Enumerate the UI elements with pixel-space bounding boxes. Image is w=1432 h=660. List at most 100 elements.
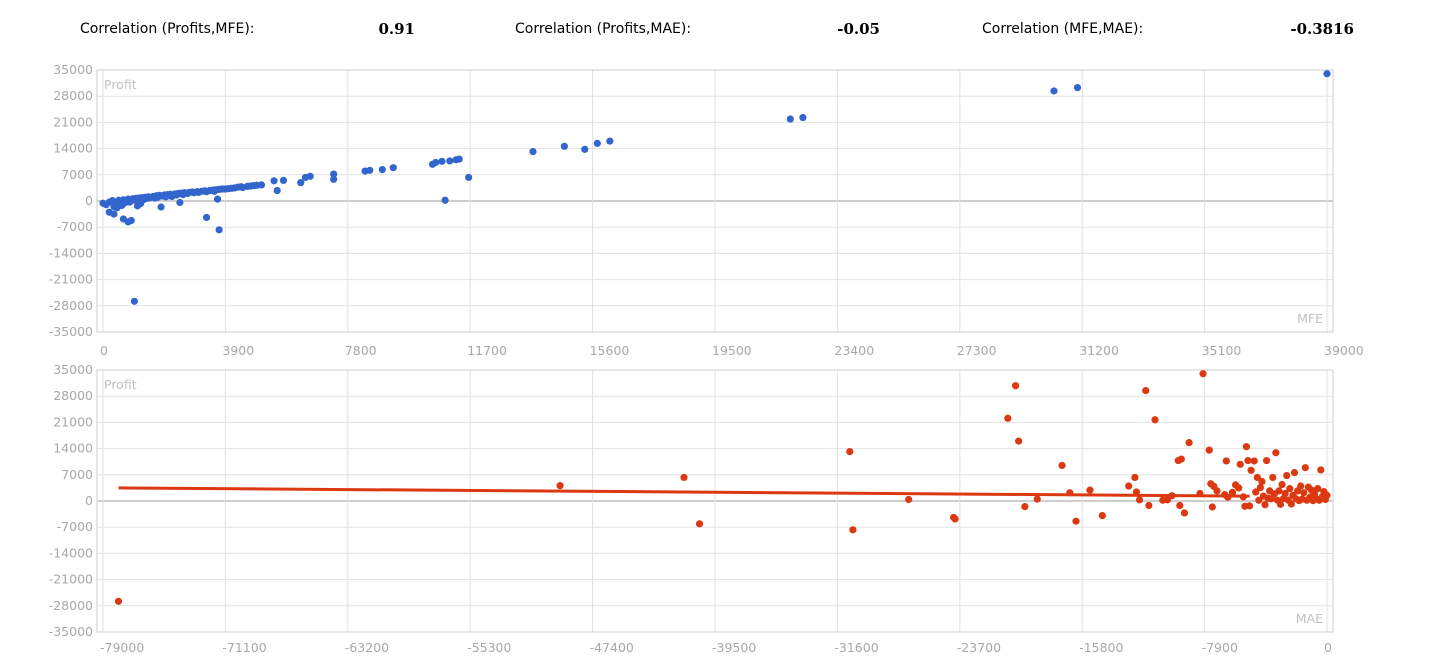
data-point (1058, 461, 1066, 470)
data-point (1073, 83, 1082, 92)
data-point (1180, 509, 1189, 517)
data-point (905, 495, 913, 504)
data-point (1086, 486, 1094, 494)
data-point (432, 158, 440, 167)
data-point (1290, 468, 1299, 477)
y-tick-label: 35000 (53, 62, 93, 77)
data-point (1132, 488, 1141, 496)
y-tick-label: -28000 (49, 298, 93, 313)
data-point (114, 597, 123, 605)
data-point (1275, 487, 1283, 495)
data-point (297, 179, 305, 187)
data-point (1145, 501, 1153, 510)
data-point (1004, 414, 1012, 422)
data-point (1125, 482, 1133, 490)
data-point (1196, 489, 1204, 498)
data-point (1168, 492, 1176, 500)
data-point (1222, 457, 1230, 465)
data-point (1252, 488, 1260, 496)
data-point (1269, 473, 1277, 482)
data-point (130, 297, 138, 305)
data-point (257, 181, 266, 189)
y-tick-label: -35000 (49, 324, 93, 339)
data-point (1283, 471, 1291, 480)
data-point (1300, 489, 1308, 497)
y-tick-label: 28000 (53, 88, 93, 103)
data-point (846, 447, 854, 456)
x-tick-label: -55300 (467, 640, 511, 655)
data-point (1244, 456, 1252, 465)
x-tick-label: 0 (100, 343, 108, 358)
y-tick-label: 21000 (53, 414, 93, 429)
data-point (1176, 501, 1184, 510)
data-point (127, 216, 135, 225)
data-point (799, 113, 807, 122)
data-point (330, 175, 338, 183)
data-point (306, 172, 314, 180)
y-tick-label: -21000 (49, 272, 93, 287)
data-point (1255, 496, 1263, 504)
x-tick-label: -47400 (590, 640, 634, 655)
data-point (1245, 502, 1254, 510)
data-point (581, 145, 589, 153)
correlation-stats: Correlation (Profits,MFE): 0.91 Correlat… (0, 0, 1432, 60)
data-point (951, 515, 959, 523)
y-tick-label: 14000 (53, 441, 93, 456)
data-point (1239, 493, 1247, 501)
data-point (1066, 489, 1074, 497)
data-point (389, 164, 397, 172)
x-tick-label: 15600 (590, 343, 630, 358)
data-point (110, 210, 118, 218)
y-tick-label: 14000 (53, 141, 93, 156)
data-point (1262, 456, 1271, 465)
x-axis-label: MFE (1297, 311, 1323, 326)
data-point (1323, 491, 1331, 499)
data-point (176, 198, 184, 207)
x-tick-label: -79000 (100, 640, 144, 655)
data-point (1185, 439, 1193, 447)
data-point (786, 115, 794, 123)
corr-profit-mae-label: Correlation (Profits,MAE): (515, 21, 692, 37)
x-tick-label: 27300 (957, 343, 997, 358)
data-point (1015, 437, 1023, 445)
data-point (1281, 489, 1289, 498)
x-tick-label: -39500 (712, 640, 756, 655)
data-point (606, 137, 614, 145)
data-point (330, 170, 338, 178)
corr-profit-mfe-value: 0.91 (378, 20, 415, 38)
data-point (273, 186, 281, 195)
data-point (202, 213, 211, 222)
data-point (215, 226, 223, 234)
data-point (1317, 466, 1325, 474)
data-point (1261, 501, 1269, 509)
data-point (1314, 485, 1322, 493)
y-tick-label: -7000 (57, 519, 93, 534)
data-point (1258, 477, 1266, 486)
data-point (1021, 503, 1029, 511)
data-point (1242, 443, 1251, 451)
data-point (1301, 464, 1309, 472)
x-tick-label: -15800 (1079, 640, 1123, 655)
data-point (1228, 488, 1237, 496)
y-tick-label: 0 (85, 493, 93, 508)
data-point (1142, 386, 1150, 395)
data-point (1050, 87, 1058, 95)
data-point (529, 147, 537, 156)
data-point (465, 173, 473, 182)
corr-mfe-mae-label: Correlation (MFE,MAE): (982, 21, 1144, 37)
data-point (1163, 496, 1172, 504)
plot-frame (96, 69, 1334, 333)
data-point (1199, 370, 1207, 378)
data-point (1072, 517, 1080, 525)
x-tick-label: 11700 (467, 343, 507, 358)
data-point (446, 157, 454, 165)
data-point (279, 176, 288, 185)
x-axis-label: MAE (1296, 611, 1323, 626)
data-point (1286, 485, 1294, 493)
x-tick-label: 35100 (1202, 343, 1242, 358)
data-point (680, 473, 688, 482)
data-point (366, 166, 374, 174)
data-point (157, 203, 165, 211)
corr-profit-mfe-label: Correlation (Profits,MFE): (80, 21, 255, 37)
x-tick-label: 23400 (834, 343, 874, 358)
